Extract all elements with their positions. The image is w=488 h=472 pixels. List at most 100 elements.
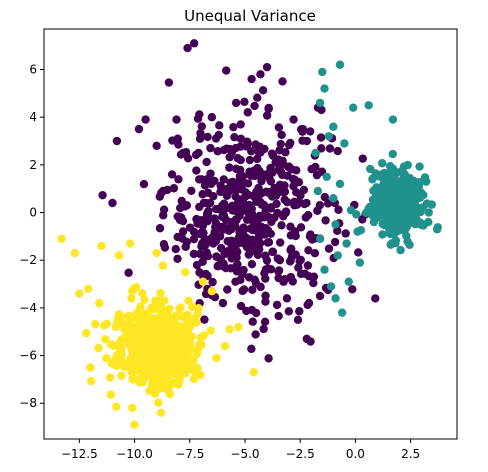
ticks-layer: −12.5 −10.0 −7.5 −5.0 −2.5 0.0 2.5 −8 −6 −4 −2 0 2 4 6: [19, 63, 420, 461]
data-point: [188, 302, 197, 311]
data-point: [274, 267, 283, 276]
data-point: [251, 330, 260, 339]
data-point: [198, 277, 208, 286]
data-point: [261, 274, 270, 283]
data-point: [255, 245, 264, 254]
data-point: [192, 166, 201, 175]
data-point: [231, 277, 240, 286]
data-point: [245, 273, 254, 282]
data-point: [215, 121, 224, 130]
data-point: [340, 139, 349, 148]
data-point: [275, 146, 284, 155]
data-point: [264, 168, 274, 178]
data-point: [309, 272, 319, 281]
data-point: [378, 198, 388, 207]
data-point: [114, 251, 124, 260]
data-point: [203, 251, 213, 261]
data-point: [258, 86, 268, 95]
data-point: [191, 150, 201, 160]
data-point: [116, 346, 126, 355]
data-point: [130, 327, 139, 336]
data-point: [399, 173, 408, 182]
data-point: [324, 244, 334, 253]
data-point: [284, 140, 294, 150]
data-point: [248, 240, 257, 250]
data-point: [320, 192, 330, 202]
data-point: [396, 200, 406, 210]
data-point: [247, 344, 256, 354]
data-point: [158, 332, 168, 342]
data-point: [242, 306, 251, 316]
data-point: [214, 223, 223, 233]
data-point: [325, 144, 335, 153]
data-point: [341, 229, 350, 238]
data-point: [333, 226, 342, 236]
x-tick-label: −7.5: [175, 447, 204, 461]
data-point: [247, 259, 257, 269]
data-point: [152, 331, 161, 341]
data-point: [124, 268, 133, 277]
data-point: [298, 127, 307, 136]
data-point: [189, 249, 199, 259]
data-point: [225, 144, 235, 154]
data-point: [167, 170, 177, 179]
data-point: [378, 159, 387, 168]
data-point: [250, 101, 259, 111]
data-point: [206, 326, 215, 335]
data-point: [293, 200, 302, 209]
data-point: [161, 326, 171, 335]
data-point: [248, 225, 258, 235]
data-point: [264, 212, 273, 222]
data-point: [401, 211, 411, 221]
points-layer: [57, 39, 442, 429]
data-point: [322, 172, 331, 181]
data-point: [276, 139, 285, 149]
data-point: [272, 300, 282, 310]
data-point: [233, 247, 242, 257]
data-point: [252, 154, 262, 164]
data-point: [353, 227, 362, 236]
data-point: [147, 323, 157, 333]
data-point: [334, 205, 343, 214]
data-point: [213, 147, 222, 156]
data-point: [135, 367, 144, 376]
data-point: [321, 216, 330, 225]
data-point: [189, 374, 199, 384]
data-point: [403, 237, 412, 246]
data-point: [261, 297, 270, 306]
data-point: [274, 165, 283, 174]
data-point: [124, 338, 134, 347]
data-point: [102, 319, 112, 328]
data-point: [169, 367, 179, 376]
plot-frame: [43, 28, 458, 440]
data-point: [130, 420, 139, 429]
data-point: [215, 232, 225, 241]
data-point: [381, 215, 391, 224]
data-point: [102, 353, 111, 363]
data-point: [87, 376, 96, 386]
data-point: [174, 175, 183, 184]
data-point: [94, 343, 103, 353]
data-point: [170, 316, 180, 326]
data-point: [333, 146, 342, 156]
data-point: [369, 186, 378, 195]
data-point: [108, 198, 117, 208]
data-point: [216, 255, 225, 264]
data-point: [207, 233, 217, 242]
data-point: [280, 187, 290, 196]
data-point: [140, 295, 149, 304]
data-point: [236, 226, 246, 236]
data-point: [324, 132, 334, 141]
data-point: [137, 347, 147, 357]
data-point: [358, 154, 367, 163]
data-point: [178, 227, 188, 236]
data-point: [245, 155, 255, 165]
series-2: [57, 234, 259, 429]
data-point: [97, 241, 106, 251]
data-point: [364, 206, 373, 215]
data-point: [259, 324, 268, 334]
data-point: [125, 239, 135, 248]
data-point: [169, 359, 178, 369]
data-point: [247, 147, 256, 156]
data-point: [156, 288, 165, 298]
